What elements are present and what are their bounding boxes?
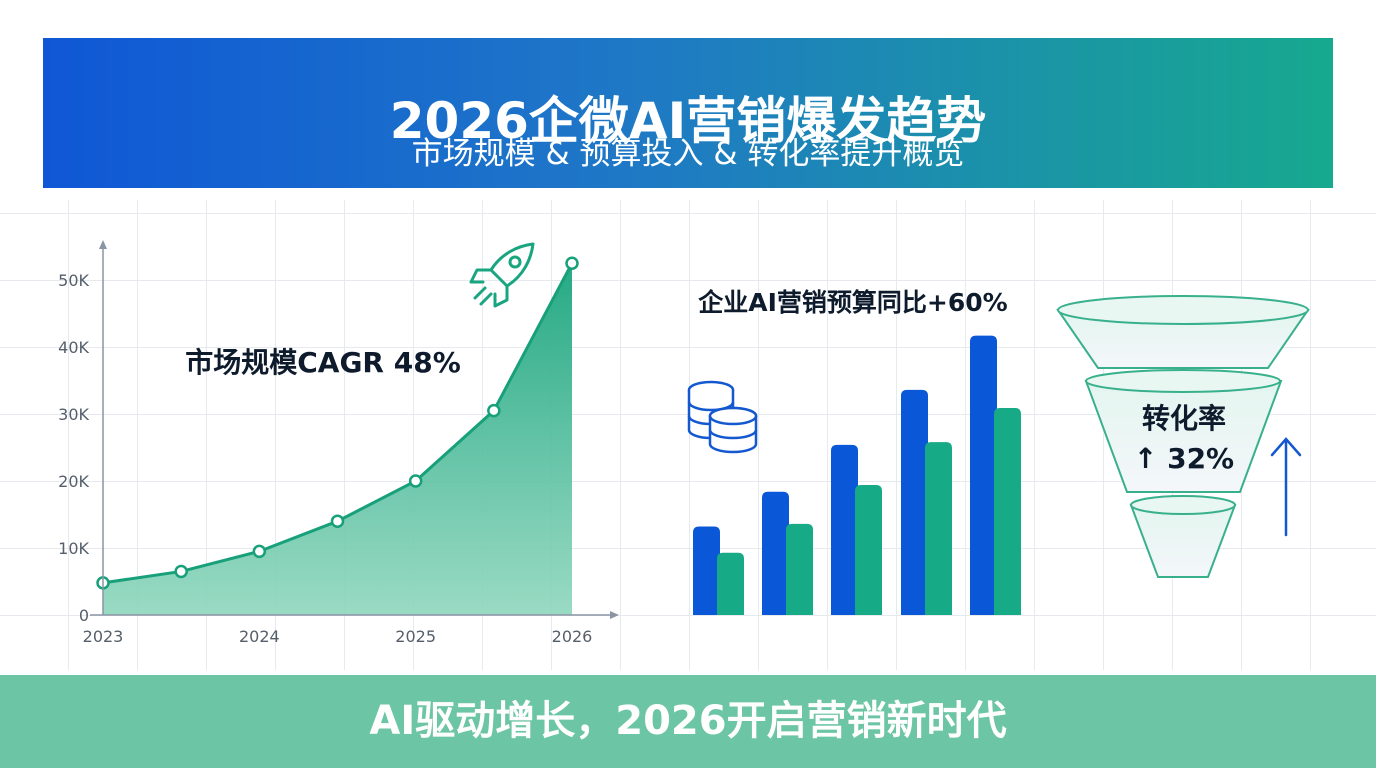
budget-annotation: 企业AI营销预算同比+60%	[698, 288, 1007, 317]
footer-banner: AI驱动增长，2026开启营销新时代	[0, 675, 1376, 768]
rocket-icon	[469, 242, 535, 308]
x-axis-arrow	[610, 611, 619, 619]
bar	[762, 491, 789, 615]
bar	[717, 552, 744, 615]
data-point	[565, 256, 579, 270]
funnel-level-1-rim	[1057, 295, 1309, 325]
x-tick-label: 2024	[239, 627, 280, 646]
conversion-funnel: 转化率 ↑ 32%	[1056, 295, 1310, 578]
y-tick-label: 10K	[58, 539, 89, 558]
y-tick-label: 50K	[58, 271, 89, 290]
up-arrow-icon	[1270, 437, 1302, 537]
funnel-level-3	[1129, 504, 1237, 578]
page-title: 2026企微AI营销爆发趋势	[389, 92, 987, 150]
page-subtitle: 市场规模 & 预算投入 & 转化率提升概览	[411, 136, 965, 172]
y-tick-label: 20K	[58, 472, 89, 491]
market-size-chart: 0 10K 20K 30K 40K 50K 2023 2024 2025 2026 市场规模CA…	[58, 240, 619, 646]
funnel-label: 转化率	[1142, 402, 1226, 435]
funnel-level-3-rim	[1130, 495, 1236, 515]
y-tick-label: 40K	[58, 338, 89, 357]
bar	[925, 442, 952, 615]
data-point	[487, 403, 501, 418]
y-tick-label: 30K	[58, 405, 89, 424]
y-axis-arrow	[99, 240, 107, 249]
y-tick-label: 0	[79, 606, 89, 625]
x-axis-ticks: 2023 2024 2025 2026	[83, 627, 593, 646]
data-point	[174, 564, 188, 579]
funnel-level-2-rim	[1085, 369, 1281, 393]
area-fill	[103, 263, 572, 615]
bar	[855, 485, 882, 615]
bar	[994, 407, 1021, 615]
x-tick-label: 2025	[395, 627, 436, 646]
x-tick-label: 2026	[552, 627, 593, 646]
bar	[970, 335, 997, 615]
header-banner: 2026企微AI营销爆发趋势 市场规模 & 预算投入 & 转化率提升概览	[43, 38, 1333, 188]
bar	[786, 523, 813, 615]
bar-group	[693, 335, 1021, 615]
bar	[693, 526, 720, 615]
footer-slogan: AI驱动增长，2026开启营销新时代	[369, 698, 1007, 744]
y-axis-ticks: 0 10K 20K 30K 40K 50K	[58, 271, 89, 625]
cagr-annotation: 市场规模CAGR 48%	[185, 346, 461, 379]
data-points	[96, 256, 579, 590]
data-point	[408, 474, 423, 488]
data-point	[252, 544, 267, 559]
budget-chart: 企业AI营销预算同比+60%	[693, 288, 1021, 615]
coins-icon	[687, 380, 758, 454]
bar	[831, 444, 858, 615]
x-tick-label: 2023	[83, 627, 124, 646]
data-point	[330, 514, 345, 528]
funnel-value: ↑ 32%	[1134, 442, 1234, 475]
funnel-level-2	[1084, 380, 1283, 493]
bar	[901, 389, 928, 615]
